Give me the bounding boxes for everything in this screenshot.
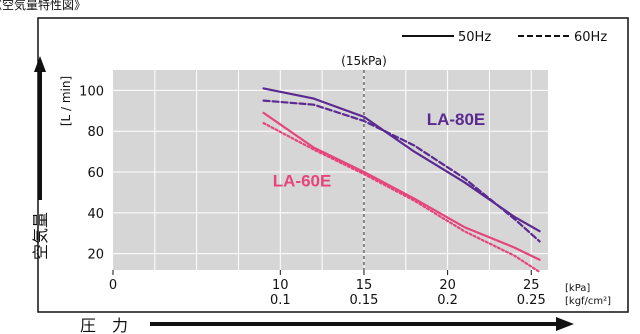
grid	[113, 70, 548, 270]
y-tick-label-2: 60	[87, 166, 104, 181]
x-unit-secondary: [kgf/cm²]	[565, 296, 611, 307]
reference-line-label: (15kPa)	[341, 54, 387, 68]
series-labels: LA-80E LA-60E	[273, 110, 486, 190]
x-tick-label-3: 20	[439, 278, 456, 293]
x-tick-sublabel-4: 0.25	[517, 293, 546, 308]
x-tick-labels: 0 100.1 150.15 200.2 250.25	[109, 270, 546, 308]
x-tick-label-4: 25	[523, 278, 540, 293]
y-tick-label-4: 100	[79, 84, 104, 99]
y-tick-labels: 20 40 60 80 100	[79, 84, 104, 262]
x-arrow-shaft	[150, 322, 560, 326]
y-axis-title: 空気量	[31, 212, 50, 260]
reference-line-group: (15kPa)	[341, 54, 387, 270]
legend-label-1: 60Hz	[574, 30, 607, 45]
series-line-0	[262, 87, 541, 233]
x-unit-primary: [kPa]	[565, 283, 590, 294]
chart-header: 《空気量特性図》	[0, 0, 86, 12]
y-tick-label-1: 40	[87, 207, 104, 222]
legend-label-0: 50Hz	[458, 30, 491, 45]
series-line-3	[262, 121, 541, 274]
x-tick-label-0: 0	[109, 278, 117, 293]
x-tick-label-1: 10	[272, 278, 289, 293]
y-unit-label: [L / min]	[59, 76, 73, 126]
x-axis-title: 圧 力	[80, 316, 128, 334]
series-line-1	[262, 99, 541, 243]
x-tick-label-2: 15	[356, 278, 373, 293]
y-tick-label-3: 80	[87, 125, 104, 140]
legend: 50Hz 60Hz	[402, 30, 607, 45]
x-tick-sublabel-2: 0.15	[349, 293, 378, 308]
x-tick-sublabel-1: 0.1	[270, 293, 291, 308]
series-line-2	[262, 111, 541, 261]
x-tick-sublabel-3: 0.2	[437, 293, 458, 308]
y-tick-label-0: 20	[87, 248, 104, 263]
x-axis-arrow	[150, 317, 574, 331]
y-axis-arrow	[34, 56, 46, 200]
series-label-1: LA-60E	[273, 171, 332, 190]
x-arrow-head	[556, 317, 574, 331]
series-lines	[262, 87, 541, 274]
series-label-0: LA-80E	[427, 110, 486, 129]
y-arrow-shaft	[38, 72, 42, 200]
y-arrow-head	[34, 56, 46, 72]
